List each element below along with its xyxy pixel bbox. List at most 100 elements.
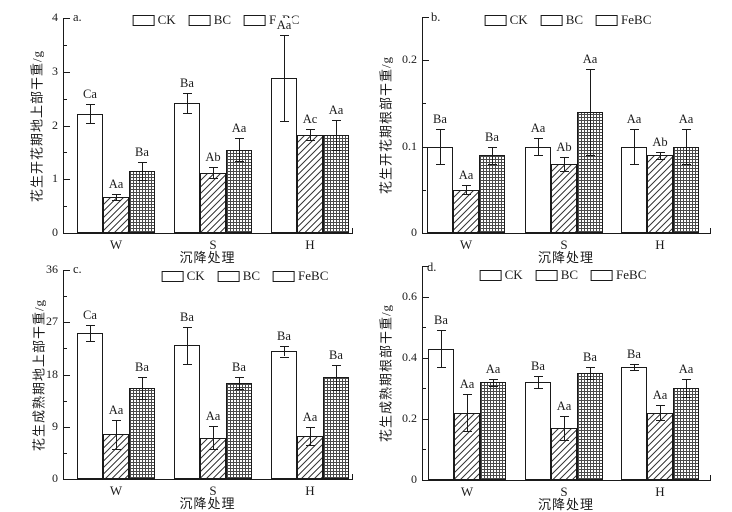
x-category-label: W bbox=[109, 483, 123, 498]
x-axis-title: 沉降处理 bbox=[537, 497, 595, 512]
error-bar bbox=[187, 326, 188, 365]
error-cap-top bbox=[462, 185, 471, 187]
legend-swatch-bc bbox=[188, 14, 211, 26]
error-cap-top bbox=[630, 363, 639, 365]
error-bar bbox=[187, 93, 188, 113]
bar-febc-h bbox=[673, 388, 699, 480]
error-cap-bottom bbox=[183, 364, 192, 366]
sig-label-bc-w: Aa bbox=[457, 168, 475, 184]
y-axis-end-tick bbox=[423, 266, 429, 267]
y-tick-label: 18 bbox=[46, 367, 58, 381]
error-bar bbox=[660, 151, 661, 159]
error-cap-bottom bbox=[86, 123, 95, 125]
bar-febc-s bbox=[577, 112, 603, 233]
sig-label-ck-w: Ca bbox=[82, 308, 98, 324]
sig-label-ck-s: Ba bbox=[179, 76, 195, 92]
y-minor-tick bbox=[423, 103, 426, 104]
sig-label-bc-w: Aa bbox=[458, 377, 476, 393]
y-major-tick bbox=[423, 419, 429, 420]
legend-swatch-febc bbox=[596, 14, 619, 26]
x-axis-end-tick bbox=[710, 475, 711, 480]
y-major-tick bbox=[423, 147, 429, 148]
bar-bc-s bbox=[200, 438, 226, 479]
legend: CK BC FeBC bbox=[484, 12, 652, 27]
error-bar bbox=[538, 376, 539, 389]
sig-label-febc-w: Ba bbox=[484, 129, 500, 145]
legend-swatch-ck bbox=[484, 14, 507, 26]
error-cap-bottom bbox=[560, 440, 569, 442]
bar-ck-h bbox=[271, 351, 297, 479]
bar-ck-s bbox=[174, 345, 200, 479]
bar-febc-w bbox=[129, 171, 155, 233]
error-cap-top bbox=[534, 137, 543, 139]
sig-label-ck-w: Ba bbox=[433, 313, 449, 329]
error-bar bbox=[142, 376, 143, 399]
legend-swatch-ck bbox=[479, 269, 502, 281]
legend-swatch-febc bbox=[244, 14, 267, 26]
error-cap-top bbox=[436, 129, 445, 131]
error-cap-bottom bbox=[280, 121, 289, 123]
y-minor-tick bbox=[423, 449, 426, 450]
error-bar bbox=[564, 415, 565, 441]
sig-label-bc-s: Aa bbox=[204, 409, 222, 425]
sig-label-ck-w: Ba bbox=[432, 112, 448, 128]
legend-label-febc: FeBC bbox=[298, 268, 329, 283]
sig-label-febc-s: Ba bbox=[582, 349, 598, 365]
error-cap-top bbox=[306, 129, 315, 131]
bar-febc-s bbox=[226, 150, 252, 233]
error-cap-bottom bbox=[586, 379, 595, 381]
legend: CK BC FeBC bbox=[161, 268, 329, 283]
sig-label-febc-w: Ba bbox=[134, 144, 150, 160]
y-minor-tick bbox=[423, 388, 426, 389]
error-bar bbox=[467, 394, 468, 432]
y-axis-title: 花生成熟期根部干重/g bbox=[378, 303, 394, 443]
panel-letter: c. bbox=[73, 262, 82, 276]
bar-febc-s bbox=[577, 373, 603, 480]
x-axis bbox=[63, 479, 353, 480]
error-cap-bottom bbox=[332, 390, 341, 392]
error-cap-top bbox=[630, 129, 639, 131]
bar-bc-h bbox=[297, 135, 323, 233]
x-category-label: S bbox=[209, 237, 217, 252]
y-major-tick bbox=[64, 427, 70, 428]
bar-ck-w bbox=[428, 349, 454, 480]
error-bar bbox=[336, 120, 337, 151]
error-bar bbox=[538, 137, 539, 156]
bar-ck-w bbox=[77, 114, 103, 233]
y-tick-label: 0.1 bbox=[402, 139, 417, 153]
error-cap-bottom bbox=[656, 420, 665, 422]
error-bar bbox=[213, 167, 214, 179]
error-bar bbox=[284, 346, 285, 357]
y-tick-label: 9 bbox=[52, 419, 58, 433]
error-cap-bottom bbox=[462, 194, 471, 196]
error-bar bbox=[213, 426, 214, 450]
error-cap-bottom bbox=[112, 448, 121, 450]
panel-letter: a. bbox=[73, 10, 82, 24]
legend-swatch-febc bbox=[591, 269, 614, 281]
x-category-label: S bbox=[560, 484, 568, 499]
bar-bc-s bbox=[551, 428, 577, 480]
error-cap-bottom bbox=[306, 444, 315, 446]
bar-febc-h bbox=[323, 377, 349, 479]
x-axis-title: 沉降处理 bbox=[537, 250, 595, 265]
error-cap-top bbox=[235, 138, 244, 140]
y-major-tick bbox=[64, 179, 70, 180]
error-cap-bottom bbox=[630, 163, 639, 165]
error-cap-bottom bbox=[463, 431, 472, 433]
legend-label-febc: FeBC bbox=[621, 12, 652, 27]
error-bar bbox=[590, 68, 591, 156]
y-minor-tick bbox=[423, 190, 426, 191]
y-axis-title: 花生开花期地上部干重/g bbox=[29, 49, 45, 202]
error-cap-top bbox=[183, 93, 192, 95]
legend-swatch-bc bbox=[540, 14, 563, 26]
y-minor-tick bbox=[423, 327, 426, 328]
error-bar bbox=[239, 138, 240, 161]
sig-label-ck-h: Ba bbox=[626, 346, 642, 362]
error-cap-top bbox=[463, 394, 472, 396]
x-category-label: S bbox=[560, 237, 568, 252]
error-cap-top bbox=[332, 120, 341, 122]
x-axis bbox=[422, 480, 711, 481]
error-bar bbox=[590, 366, 591, 380]
error-cap-top bbox=[138, 376, 147, 378]
